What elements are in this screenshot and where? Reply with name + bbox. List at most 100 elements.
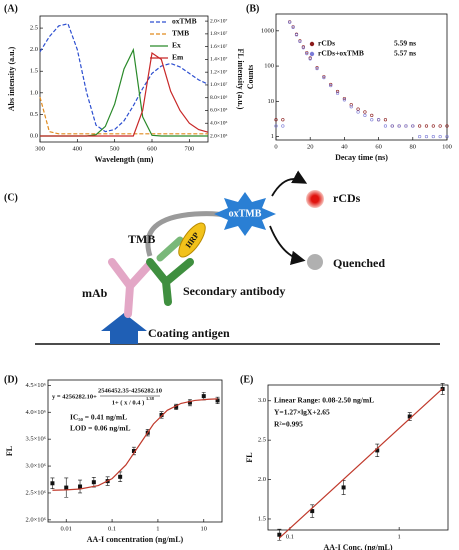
y-tick-label: 4.0×10⁶ xyxy=(25,409,46,416)
legend-lifetime: 5.57 ns xyxy=(394,49,416,58)
x-tick-label: 300 xyxy=(35,145,45,152)
series-line xyxy=(40,47,208,137)
point xyxy=(315,66,319,71)
panel-label: (D) xyxy=(4,374,18,385)
x-axis-label: Wavelength (nm) xyxy=(95,155,154,164)
x-tick-label: 0.1 xyxy=(286,533,294,540)
point xyxy=(305,52,309,56)
quenched-dot xyxy=(307,254,323,270)
y-tick-label: 2.5 xyxy=(30,25,38,32)
legend-label: TMB xyxy=(172,29,189,38)
legend-marker xyxy=(309,51,315,57)
x-tick-label: 1 xyxy=(156,525,159,532)
y2-tick-label: 8.0×10⁶ xyxy=(210,95,227,101)
x-axis-label: AA-I concentration (ng/mL) xyxy=(87,535,184,544)
arrow xyxy=(269,225,306,265)
x-axis-label: AA-I Conc. (ng/mL) xyxy=(323,543,392,550)
series-line xyxy=(39,96,208,135)
x-tick-label: 0.01 xyxy=(61,525,72,532)
y-axis-label: Abs intensity (a.u.) xyxy=(7,46,16,111)
point xyxy=(370,118,374,122)
legend-marker xyxy=(309,41,315,47)
label: mAb xyxy=(82,286,108,300)
y2-tick-label: 1.8×10⁷ xyxy=(210,31,227,37)
point xyxy=(349,105,353,109)
point xyxy=(174,404,179,409)
point xyxy=(431,124,435,128)
point xyxy=(308,57,312,61)
equation: 1.38 xyxy=(146,396,155,401)
plot-frame xyxy=(39,15,209,143)
plot-frame xyxy=(267,384,449,531)
y2-tick-label: 2.0×10⁶ xyxy=(210,133,227,139)
point xyxy=(294,33,299,37)
y-tick-label: 0.5 xyxy=(30,111,38,118)
y-axis-label: FL xyxy=(245,452,254,462)
series-line xyxy=(40,51,209,137)
plot-frame xyxy=(47,379,223,523)
y-tick-label: 100 xyxy=(264,63,274,70)
point xyxy=(418,134,422,139)
point xyxy=(291,25,295,30)
point xyxy=(298,39,302,44)
y2-tick-label: 1.2×10⁷ xyxy=(210,69,227,75)
annotation: Y=1.27×lgX+2.65 xyxy=(274,408,330,417)
point xyxy=(407,414,412,419)
y-tick-label: 2.0 xyxy=(30,46,38,53)
point xyxy=(274,118,278,122)
x-tick-label: 700 xyxy=(184,145,194,152)
point xyxy=(215,398,220,403)
legend-label: rCDs+oxTMB xyxy=(318,49,364,58)
panel-label: (C) xyxy=(4,192,18,203)
y-axis-label: FL xyxy=(5,446,14,456)
point xyxy=(356,107,360,111)
equation: 2546452.35-4256282.10 xyxy=(98,387,162,394)
x-tick-label: 40 xyxy=(341,143,348,150)
annotation: IC₅₀ = 0.41 ng/mL xyxy=(70,413,127,422)
point xyxy=(445,124,449,128)
y2-tick-label: 1.6×10⁷ xyxy=(210,44,227,50)
label: oxTMB xyxy=(229,208,262,219)
coating-antigen-shape xyxy=(101,313,147,344)
x-tick-label: 80 xyxy=(410,143,417,150)
point xyxy=(281,118,285,122)
point xyxy=(329,83,333,88)
y-tick-label: 0.0 xyxy=(30,132,38,139)
panel-label: (E) xyxy=(240,374,253,385)
point xyxy=(322,75,326,79)
secondary-antibody-shape xyxy=(146,258,194,306)
point xyxy=(431,134,435,139)
point xyxy=(438,134,442,139)
secondary-antibody-arm xyxy=(156,236,184,262)
point xyxy=(342,98,347,102)
label: Secondary antibody xyxy=(183,284,285,298)
x-tick-label: 0.1 xyxy=(108,525,116,532)
fit-line xyxy=(52,398,218,491)
rcds-dot xyxy=(306,190,324,208)
point xyxy=(375,448,380,453)
point xyxy=(277,532,282,537)
legend-label: Ex xyxy=(172,41,181,50)
y2-tick-label: 6.0×10⁶ xyxy=(210,108,227,114)
point xyxy=(310,509,315,514)
point xyxy=(356,110,360,114)
point xyxy=(201,394,206,399)
y-tick-label: 1000 xyxy=(261,27,274,34)
y-tick-label: 10 xyxy=(268,98,275,105)
x-tick-label: 0 xyxy=(274,143,277,150)
point xyxy=(91,480,96,485)
point xyxy=(383,118,388,122)
x-tick-label: 20 xyxy=(307,143,314,150)
point xyxy=(445,134,449,139)
legend-label: rCDs xyxy=(318,39,335,48)
label: Coating antigen xyxy=(148,326,230,340)
x-tick-label: 400 xyxy=(72,145,82,152)
y-tick-label: 2.0×10⁶ xyxy=(25,516,46,523)
point xyxy=(329,82,333,87)
annotation: Linear Range: 0.08-2.50 ng/mL xyxy=(274,396,374,405)
y2-tick-label: 1.0×10⁷ xyxy=(210,82,227,88)
point xyxy=(131,449,136,453)
y2-tick-label: 4.0×10⁶ xyxy=(210,120,227,126)
panel-label: (B) xyxy=(246,3,259,14)
point xyxy=(50,481,55,486)
